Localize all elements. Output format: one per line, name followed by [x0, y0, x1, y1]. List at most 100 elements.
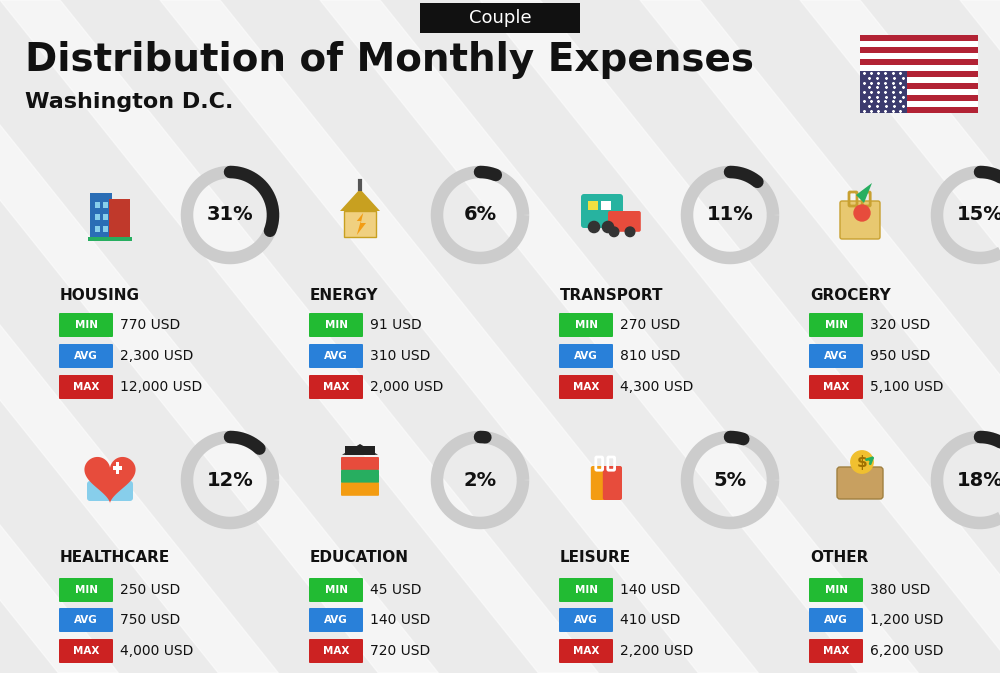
FancyBboxPatch shape — [608, 211, 641, 232]
Text: EDUCATION: EDUCATION — [310, 551, 409, 565]
FancyBboxPatch shape — [341, 457, 379, 470]
Text: AVG: AVG — [574, 351, 598, 361]
Text: 750 USD: 750 USD — [120, 613, 180, 627]
FancyBboxPatch shape — [860, 35, 978, 41]
FancyBboxPatch shape — [559, 344, 613, 368]
Text: 31%: 31% — [207, 205, 253, 225]
FancyBboxPatch shape — [95, 214, 100, 220]
FancyBboxPatch shape — [345, 446, 375, 455]
FancyBboxPatch shape — [309, 639, 363, 663]
Text: MIN: MIN — [324, 320, 348, 330]
Text: 91 USD: 91 USD — [370, 318, 422, 332]
FancyBboxPatch shape — [559, 375, 613, 399]
FancyBboxPatch shape — [860, 71, 978, 77]
FancyBboxPatch shape — [581, 194, 623, 228]
FancyBboxPatch shape — [309, 375, 363, 399]
Text: 6%: 6% — [463, 205, 497, 225]
Text: TRANSPORT: TRANSPORT — [560, 287, 664, 302]
FancyBboxPatch shape — [588, 201, 598, 210]
Circle shape — [625, 227, 635, 237]
Text: MIN: MIN — [574, 585, 598, 595]
Text: MAX: MAX — [323, 646, 349, 656]
FancyBboxPatch shape — [59, 375, 113, 399]
FancyBboxPatch shape — [341, 483, 379, 496]
Text: 12%: 12% — [207, 470, 253, 489]
Text: 410 USD: 410 USD — [620, 613, 680, 627]
Text: AVG: AVG — [574, 615, 598, 625]
FancyBboxPatch shape — [809, 375, 863, 399]
Circle shape — [854, 205, 870, 221]
FancyBboxPatch shape — [59, 344, 113, 368]
Text: 950 USD: 950 USD — [870, 349, 930, 363]
Circle shape — [609, 227, 619, 237]
FancyBboxPatch shape — [95, 202, 100, 208]
FancyBboxPatch shape — [809, 608, 863, 632]
FancyBboxPatch shape — [309, 344, 363, 368]
FancyBboxPatch shape — [559, 578, 613, 602]
Text: Distribution of Monthly Expenses: Distribution of Monthly Expenses — [25, 41, 754, 79]
Text: 270 USD: 270 USD — [620, 318, 680, 332]
FancyBboxPatch shape — [109, 199, 130, 237]
Text: 2%: 2% — [463, 470, 497, 489]
FancyBboxPatch shape — [601, 201, 611, 210]
Text: AVG: AVG — [324, 351, 348, 361]
Text: MIN: MIN — [74, 585, 98, 595]
Text: MIN: MIN — [74, 320, 98, 330]
FancyBboxPatch shape — [309, 608, 363, 632]
Text: MIN: MIN — [824, 320, 848, 330]
FancyBboxPatch shape — [809, 578, 863, 602]
Text: MAX: MAX — [323, 382, 349, 392]
Text: 2,300 USD: 2,300 USD — [120, 349, 193, 363]
Text: MAX: MAX — [573, 382, 599, 392]
Text: GROCERY: GROCERY — [810, 287, 891, 302]
FancyBboxPatch shape — [309, 578, 363, 602]
FancyBboxPatch shape — [559, 639, 613, 663]
FancyBboxPatch shape — [103, 226, 108, 232]
FancyBboxPatch shape — [860, 47, 978, 53]
FancyBboxPatch shape — [87, 481, 133, 501]
FancyBboxPatch shape — [860, 107, 978, 113]
FancyBboxPatch shape — [860, 35, 978, 113]
Text: MIN: MIN — [574, 320, 598, 330]
FancyBboxPatch shape — [860, 95, 978, 101]
FancyBboxPatch shape — [420, 3, 580, 33]
Text: AVG: AVG — [824, 351, 848, 361]
Text: LEISURE: LEISURE — [560, 551, 631, 565]
Text: MAX: MAX — [73, 382, 99, 392]
Text: HEALTHCARE: HEALTHCARE — [60, 551, 170, 565]
FancyBboxPatch shape — [809, 344, 863, 368]
Text: MAX: MAX — [823, 646, 849, 656]
Text: MAX: MAX — [73, 646, 99, 656]
FancyBboxPatch shape — [344, 211, 376, 237]
FancyBboxPatch shape — [90, 193, 112, 237]
FancyBboxPatch shape — [95, 226, 100, 232]
Circle shape — [851, 451, 873, 473]
Polygon shape — [340, 189, 380, 211]
Circle shape — [588, 221, 600, 233]
Text: Couple: Couple — [469, 9, 531, 27]
Text: 1,200 USD: 1,200 USD — [870, 613, 944, 627]
Text: $: $ — [857, 454, 867, 470]
FancyBboxPatch shape — [59, 639, 113, 663]
Text: 5,100 USD: 5,100 USD — [870, 380, 944, 394]
Text: 810 USD: 810 USD — [620, 349, 680, 363]
Text: MIN: MIN — [824, 585, 848, 595]
FancyBboxPatch shape — [809, 639, 863, 663]
FancyBboxPatch shape — [837, 467, 883, 499]
Text: 18%: 18% — [957, 470, 1000, 489]
FancyBboxPatch shape — [591, 466, 610, 500]
Text: 140 USD: 140 USD — [620, 583, 680, 597]
Text: AVG: AVG — [824, 615, 848, 625]
FancyBboxPatch shape — [59, 608, 113, 632]
FancyBboxPatch shape — [603, 466, 622, 500]
Text: 12,000 USD: 12,000 USD — [120, 380, 202, 394]
Text: 5%: 5% — [713, 470, 747, 489]
FancyBboxPatch shape — [860, 83, 978, 89]
Text: AVG: AVG — [324, 615, 348, 625]
FancyBboxPatch shape — [840, 201, 880, 239]
FancyBboxPatch shape — [88, 237, 132, 241]
Text: HOUSING: HOUSING — [60, 287, 140, 302]
Text: ENERGY: ENERGY — [310, 287, 378, 302]
Text: 720 USD: 720 USD — [370, 644, 430, 658]
Text: 45 USD: 45 USD — [370, 583, 422, 597]
